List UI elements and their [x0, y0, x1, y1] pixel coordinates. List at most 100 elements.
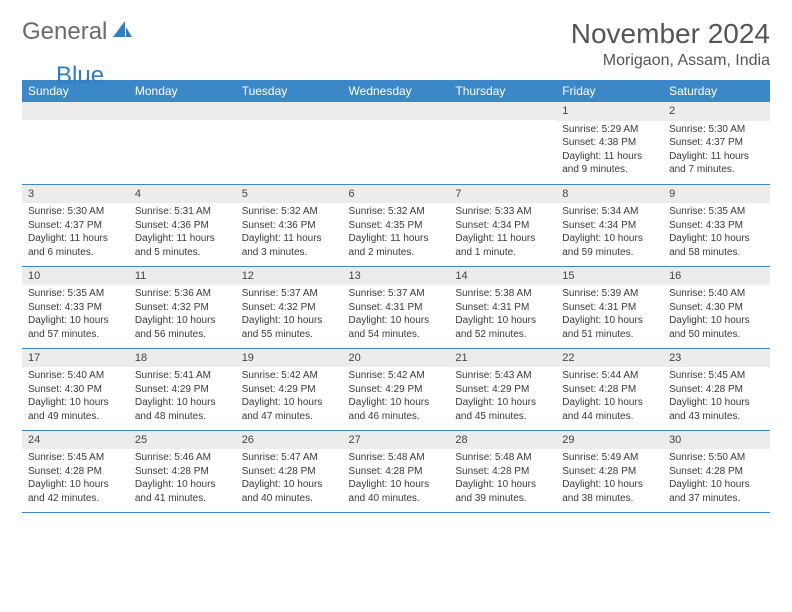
sunset-text: Sunset: 4:30 PM	[669, 301, 764, 315]
day-number: 12	[236, 267, 343, 286]
sunrise-text: Sunrise: 5:39 AM	[562, 287, 657, 301]
page-subtitle: Morigaon, Assam, India	[571, 52, 770, 70]
day-body: Sunrise: 5:30 AMSunset: 4:37 PMDaylight:…	[22, 203, 129, 263]
day-body: Sunrise: 5:43 AMSunset: 4:29 PMDaylight:…	[449, 367, 556, 427]
day-number: 21	[449, 349, 556, 368]
day-number: 5	[236, 185, 343, 204]
daylight-text: Daylight: 11 hours and 5 minutes.	[135, 232, 230, 259]
sunrise-text: Sunrise: 5:50 AM	[669, 451, 764, 465]
sunset-text: Sunset: 4:36 PM	[242, 219, 337, 233]
calendar-table: SundayMondayTuesdayWednesdayThursdayFrid…	[22, 80, 770, 513]
day-number: 4	[129, 185, 236, 204]
calendar-week: 3Sunrise: 5:30 AMSunset: 4:37 PMDaylight…	[22, 184, 770, 266]
day-body: Sunrise: 5:39 AMSunset: 4:31 PMDaylight:…	[556, 285, 663, 345]
day-body: Sunrise: 5:36 AMSunset: 4:32 PMDaylight:…	[129, 285, 236, 345]
sunrise-text: Sunrise: 5:30 AM	[28, 205, 123, 219]
sunset-text: Sunset: 4:29 PM	[242, 383, 337, 397]
sunset-text: Sunset: 4:37 PM	[28, 219, 123, 233]
day-number: 9	[663, 185, 770, 204]
sunrise-text: Sunrise: 5:44 AM	[562, 369, 657, 383]
sunrise-text: Sunrise: 5:32 AM	[242, 205, 337, 219]
logo: General	[22, 18, 133, 46]
sunrise-text: Sunrise: 5:33 AM	[455, 205, 550, 219]
day-header: Thursday	[449, 80, 556, 102]
calendar-day: 28Sunrise: 5:48 AMSunset: 4:28 PMDayligh…	[449, 430, 556, 512]
daylight-text: Daylight: 10 hours and 51 minutes.	[562, 314, 657, 341]
sunset-text: Sunset: 4:28 PM	[669, 465, 764, 479]
calendar-week: 17Sunrise: 5:40 AMSunset: 4:30 PMDayligh…	[22, 348, 770, 430]
calendar-day: 8Sunrise: 5:34 AMSunset: 4:34 PMDaylight…	[556, 184, 663, 266]
day-number: 23	[663, 349, 770, 368]
day-header: Wednesday	[343, 80, 450, 102]
sunset-text: Sunset: 4:34 PM	[455, 219, 550, 233]
day-number: 25	[129, 431, 236, 450]
daylight-text: Daylight: 10 hours and 57 minutes.	[28, 314, 123, 341]
daylight-text: Daylight: 10 hours and 59 minutes.	[562, 232, 657, 259]
calendar-day: 12Sunrise: 5:37 AMSunset: 4:32 PMDayligh…	[236, 266, 343, 348]
sunrise-text: Sunrise: 5:42 AM	[242, 369, 337, 383]
daylight-text: Daylight: 11 hours and 3 minutes.	[242, 232, 337, 259]
calendar-day: 20Sunrise: 5:42 AMSunset: 4:29 PMDayligh…	[343, 348, 450, 430]
sunset-text: Sunset: 4:35 PM	[349, 219, 444, 233]
calendar-day: 30Sunrise: 5:50 AMSunset: 4:28 PMDayligh…	[663, 430, 770, 512]
header: General November 2024 Morigaon, Assam, I…	[22, 18, 770, 70]
sunrise-text: Sunrise: 5:45 AM	[669, 369, 764, 383]
day-number: 7	[449, 185, 556, 204]
sunrise-text: Sunrise: 5:37 AM	[242, 287, 337, 301]
sunrise-text: Sunrise: 5:38 AM	[455, 287, 550, 301]
sunrise-text: Sunrise: 5:29 AM	[562, 123, 657, 137]
day-number: 19	[236, 349, 343, 368]
daylight-text: Daylight: 10 hours and 48 minutes.	[135, 396, 230, 423]
day-number: 14	[449, 267, 556, 286]
calendar-day: 21Sunrise: 5:43 AMSunset: 4:29 PMDayligh…	[449, 348, 556, 430]
day-header: Saturday	[663, 80, 770, 102]
calendar-day: 15Sunrise: 5:39 AMSunset: 4:31 PMDayligh…	[556, 266, 663, 348]
sunset-text: Sunset: 4:33 PM	[28, 301, 123, 315]
sunrise-text: Sunrise: 5:41 AM	[135, 369, 230, 383]
day-body: Sunrise: 5:45 AMSunset: 4:28 PMDaylight:…	[22, 449, 129, 509]
daylight-text: Daylight: 10 hours and 42 minutes.	[28, 478, 123, 505]
day-number: 10	[22, 267, 129, 286]
day-body: Sunrise: 5:46 AMSunset: 4:28 PMDaylight:…	[129, 449, 236, 509]
day-number	[22, 102, 129, 120]
day-body: Sunrise: 5:29 AMSunset: 4:38 PMDaylight:…	[556, 121, 663, 181]
daylight-text: Daylight: 10 hours and 44 minutes.	[562, 396, 657, 423]
sunset-text: Sunset: 4:29 PM	[349, 383, 444, 397]
daylight-text: Daylight: 10 hours and 47 minutes.	[242, 396, 337, 423]
daylight-text: Daylight: 10 hours and 46 minutes.	[349, 396, 444, 423]
sunset-text: Sunset: 4:31 PM	[349, 301, 444, 315]
sunset-text: Sunset: 4:28 PM	[562, 465, 657, 479]
calendar-week: 10Sunrise: 5:35 AMSunset: 4:33 PMDayligh…	[22, 266, 770, 348]
calendar-day: 27Sunrise: 5:48 AMSunset: 4:28 PMDayligh…	[343, 430, 450, 512]
sunset-text: Sunset: 4:28 PM	[242, 465, 337, 479]
day-number: 30	[663, 431, 770, 450]
calendar-day: 6Sunrise: 5:32 AMSunset: 4:35 PMDaylight…	[343, 184, 450, 266]
calendar-day: 24Sunrise: 5:45 AMSunset: 4:28 PMDayligh…	[22, 430, 129, 512]
daylight-text: Daylight: 10 hours and 41 minutes.	[135, 478, 230, 505]
day-body: Sunrise: 5:37 AMSunset: 4:31 PMDaylight:…	[343, 285, 450, 345]
day-number	[343, 102, 450, 120]
sunrise-text: Sunrise: 5:48 AM	[349, 451, 444, 465]
daylight-text: Daylight: 10 hours and 50 minutes.	[669, 314, 764, 341]
day-body: Sunrise: 5:50 AMSunset: 4:28 PMDaylight:…	[663, 449, 770, 509]
day-header: Tuesday	[236, 80, 343, 102]
day-body: Sunrise: 5:47 AMSunset: 4:28 PMDaylight:…	[236, 449, 343, 509]
sunset-text: Sunset: 4:32 PM	[242, 301, 337, 315]
sunrise-text: Sunrise: 5:42 AM	[349, 369, 444, 383]
day-body: Sunrise: 5:31 AMSunset: 4:36 PMDaylight:…	[129, 203, 236, 263]
daylight-text: Daylight: 11 hours and 1 minute.	[455, 232, 550, 259]
calendar-day: 17Sunrise: 5:40 AMSunset: 4:30 PMDayligh…	[22, 348, 129, 430]
sunrise-text: Sunrise: 5:32 AM	[349, 205, 444, 219]
day-number: 8	[556, 185, 663, 204]
daylight-text: Daylight: 10 hours and 43 minutes.	[669, 396, 764, 423]
day-number: 17	[22, 349, 129, 368]
day-body: Sunrise: 5:41 AMSunset: 4:29 PMDaylight:…	[129, 367, 236, 427]
day-body: Sunrise: 5:40 AMSunset: 4:30 PMDaylight:…	[663, 285, 770, 345]
daylight-text: Daylight: 11 hours and 6 minutes.	[28, 232, 123, 259]
sunset-text: Sunset: 4:28 PM	[562, 383, 657, 397]
daylight-text: Daylight: 10 hours and 38 minutes.	[562, 478, 657, 505]
page-title: November 2024	[571, 18, 770, 50]
daylight-text: Daylight: 10 hours and 55 minutes.	[242, 314, 337, 341]
day-number: 29	[556, 431, 663, 450]
calendar-day: 7Sunrise: 5:33 AMSunset: 4:34 PMDaylight…	[449, 184, 556, 266]
